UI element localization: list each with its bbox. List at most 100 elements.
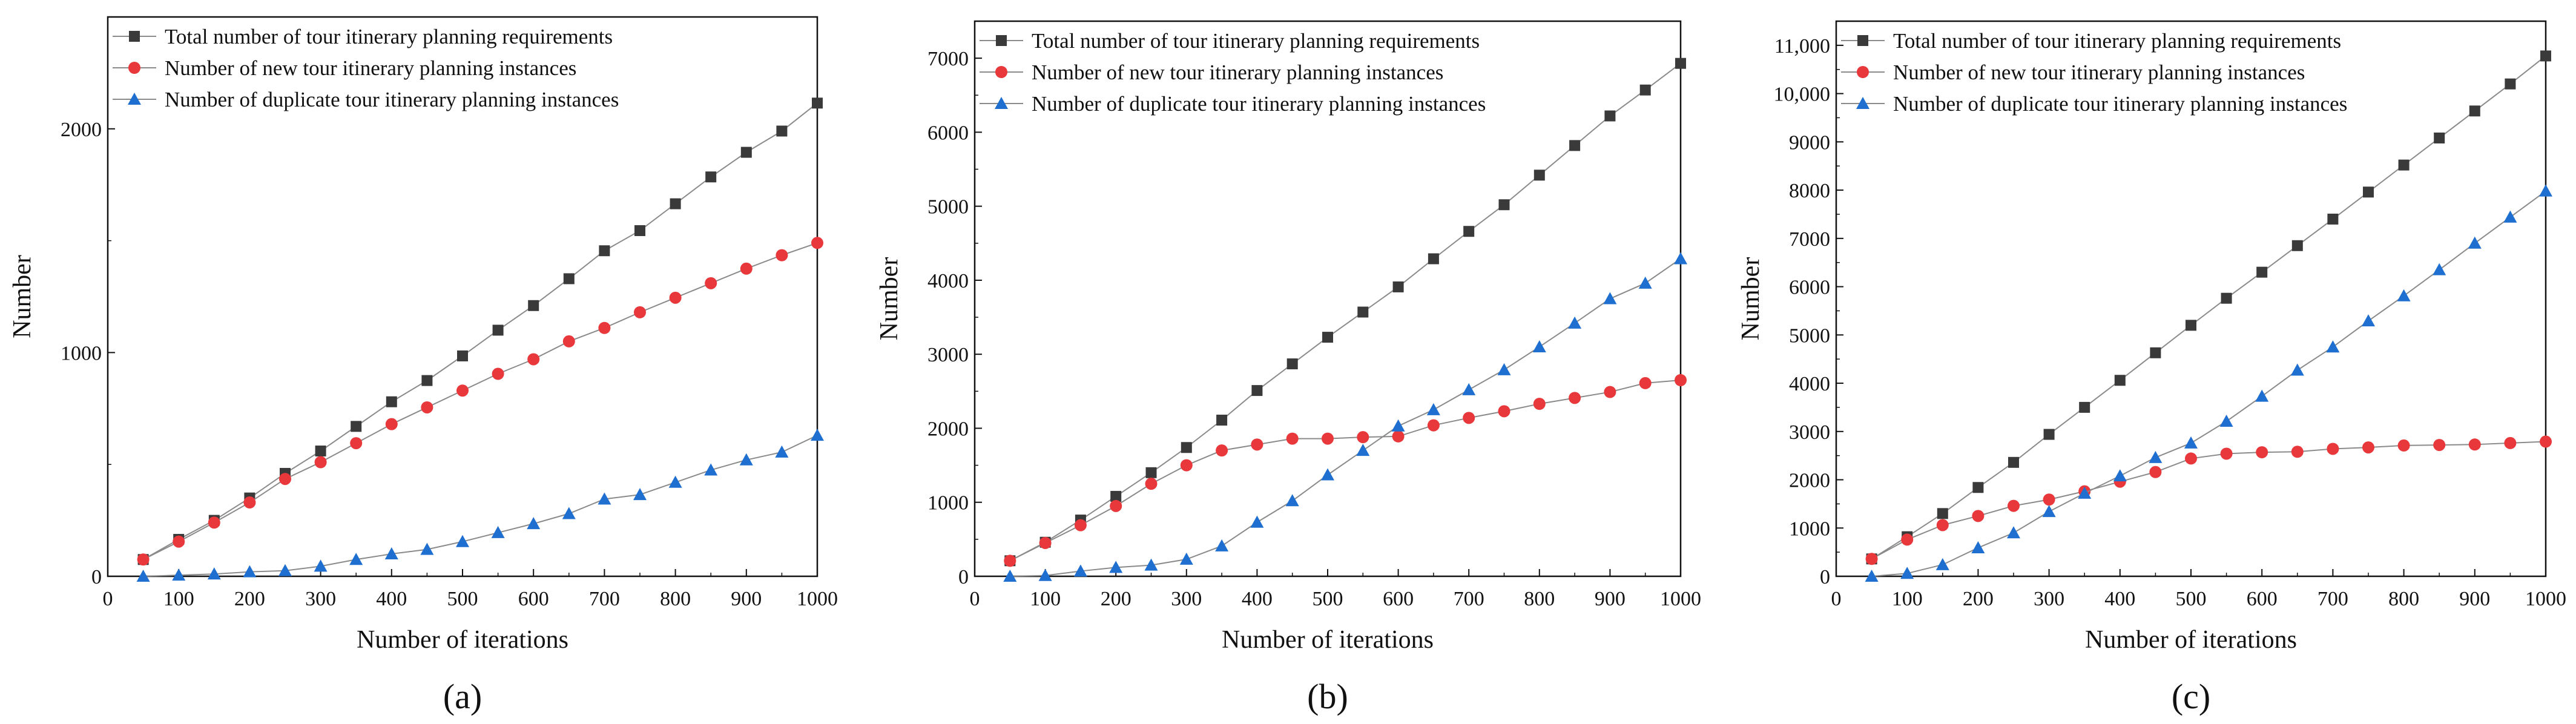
series-line-dup: [143, 435, 818, 577]
y-tick-label: 1000: [61, 342, 102, 364]
data-point-total: [1675, 58, 1686, 69]
data-point-total: [2043, 429, 2055, 440]
data-point-total: [740, 146, 752, 158]
data-point-total: [1463, 226, 1475, 237]
data-point-dup: [2042, 505, 2056, 518]
data-point-new: [1286, 432, 1299, 445]
data-point-dup: [1532, 340, 1546, 352]
series-new: [137, 237, 823, 566]
data-point-new: [527, 353, 540, 366]
data-point-dup: [2468, 236, 2482, 249]
data-point-total: [1181, 442, 1192, 453]
data-point-dup: [2290, 363, 2304, 376]
data-point-dup: [172, 568, 186, 581]
data-point-dup: [1900, 567, 1914, 579]
data-point-new: [811, 237, 823, 249]
data-point-dup: [491, 525, 505, 538]
data-point-new: [456, 384, 469, 397]
x-tick-label: 800: [2388, 588, 2419, 610]
data-point-total: [2505, 78, 2516, 90]
data-point-total: [2469, 105, 2480, 117]
data-point-dup: [1038, 568, 1052, 581]
data-point-total: [315, 446, 326, 457]
data-point-total: [351, 421, 362, 432]
data-point-dup: [1638, 276, 1652, 289]
panel-caption: (c): [2172, 677, 2210, 716]
data-point-new: [1972, 510, 1985, 522]
data-point-dup: [314, 559, 328, 572]
data-point-new: [669, 291, 682, 304]
x-tick-label: 300: [305, 588, 336, 610]
x-tick-label: 400: [376, 588, 407, 610]
y-axis-title: Number: [875, 257, 903, 341]
series-line-total: [143, 102, 818, 561]
data-point-total: [812, 97, 823, 109]
y-tick-label: 11,000: [1774, 35, 1830, 58]
data-point-dup: [2433, 263, 2446, 275]
legend-label-dup: Number of duplicate tour itinerary plann…: [165, 88, 619, 111]
data-point-dup: [2539, 184, 2552, 197]
x-tick-label: 600: [1383, 588, 1414, 610]
x-tick-label: 500: [2176, 588, 2207, 610]
data-point-dup: [456, 535, 469, 547]
legend-label-dup: Number of duplicate tour itinerary plann…: [1893, 92, 2347, 116]
x-tick-label: 800: [660, 588, 691, 610]
data-point-new: [1251, 438, 1263, 451]
data-point-new: [1675, 374, 1687, 386]
data-point-dup: [207, 567, 221, 580]
data-point-dup: [2362, 314, 2375, 327]
x-tick-label: 0: [1831, 588, 1842, 610]
x-tick-label: 200: [1963, 588, 1994, 610]
x-axis-title: Number of iterations: [357, 626, 568, 654]
data-point-new: [2256, 446, 2268, 459]
data-point-dup: [811, 429, 824, 441]
x-tick-label: 900: [2459, 588, 2490, 610]
data-point-dup: [527, 517, 541, 530]
data-point-dup: [2503, 210, 2517, 223]
series-total: [137, 97, 823, 565]
data-point-total: [776, 125, 788, 137]
data-point-new: [1639, 377, 1652, 389]
y-tick-label: 5000: [927, 196, 969, 219]
data-point-dup: [1426, 403, 1440, 415]
data-point-dup: [2184, 436, 2198, 449]
data-point-new: [2504, 436, 2517, 449]
data-point-new: [2008, 499, 2020, 512]
legend-marker-dup: [128, 93, 141, 105]
x-tick-label: 800: [1524, 588, 1555, 610]
series-dup: [136, 429, 824, 582]
x-tick-label: 500: [447, 588, 478, 610]
data-point-dup: [1391, 419, 1405, 432]
data-point-new: [2185, 452, 2197, 465]
y-tick-label: 1000: [927, 492, 969, 515]
x-axis-title: Number of iterations: [2085, 626, 2297, 654]
data-point-dup: [1935, 558, 1949, 570]
data-point-new: [562, 335, 575, 347]
data-point-total: [2363, 186, 2374, 198]
y-axis-title: Number: [8, 255, 36, 338]
y-tick-label: 0: [958, 566, 969, 588]
x-tick-label: 900: [1595, 588, 1626, 610]
y-tick-label: 4000: [1789, 373, 1830, 395]
series-new: [1865, 435, 2552, 565]
data-point-total: [1604, 110, 1616, 122]
data-point-new: [598, 321, 611, 334]
data-point-new: [1145, 478, 1158, 490]
y-tick-label: 6000: [927, 122, 969, 144]
series-dup: [1003, 252, 1687, 582]
x-tick-label: 200: [234, 588, 265, 610]
data-point-total: [421, 375, 433, 386]
data-point-dup: [2007, 526, 2020, 539]
data-point-new: [2362, 441, 2374, 454]
legend-label-new: Number of new tour itinerary planning in…: [1893, 61, 2305, 84]
data-point-dup: [1865, 570, 1879, 582]
legend-marker-dup: [1856, 97, 1869, 109]
data-point-new: [1216, 444, 1228, 457]
y-tick-label: 7000: [927, 48, 969, 70]
legend-label-new: Number of new tour itinerary planning in…: [1032, 61, 1443, 84]
data-point-new: [2327, 443, 2339, 455]
series-line-new: [1009, 379, 1681, 562]
data-point-dup: [1285, 494, 1299, 507]
data-point-dup: [1568, 316, 1582, 329]
data-point-new: [776, 249, 788, 262]
